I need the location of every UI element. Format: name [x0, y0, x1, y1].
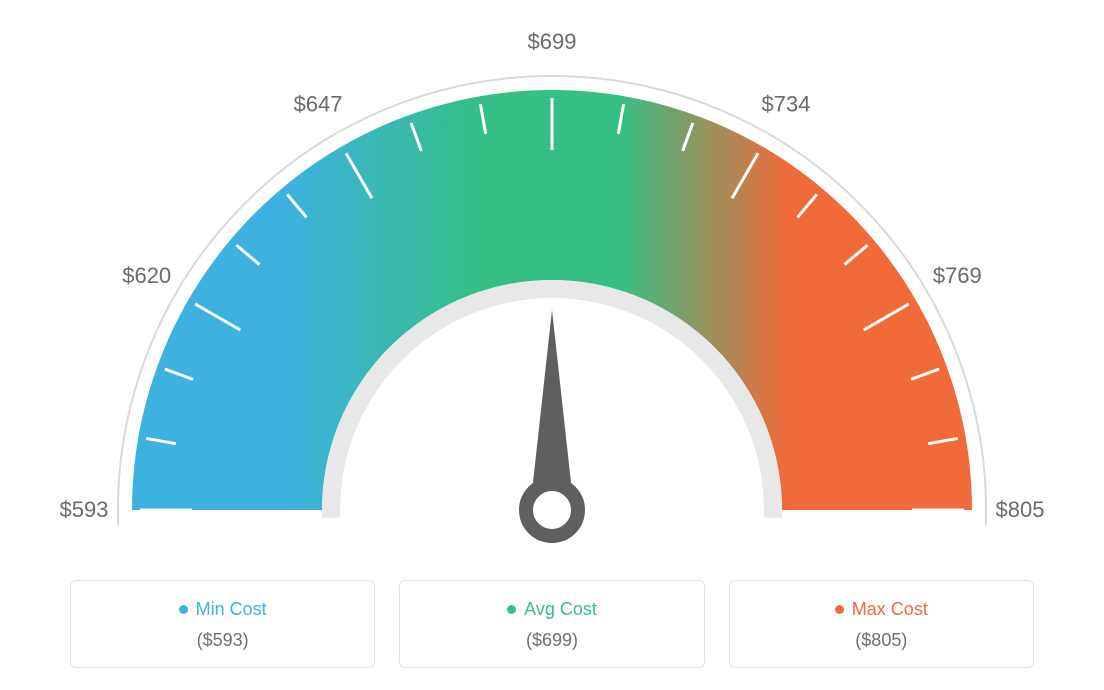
svg-text:$734: $734	[762, 92, 811, 117]
dot-icon	[179, 605, 188, 614]
legend-avg-label: Avg Cost	[524, 599, 597, 620]
legend-max-label: Max Cost	[852, 599, 928, 620]
svg-text:$620: $620	[122, 263, 171, 288]
svg-text:$769: $769	[933, 263, 982, 288]
legend-min-label: Min Cost	[196, 599, 267, 620]
legend-max-card: Max Cost ($805)	[729, 580, 1034, 668]
svg-text:$647: $647	[294, 92, 343, 117]
legend-avg-title: Avg Cost	[507, 599, 597, 620]
legend-min-card: Min Cost ($593)	[70, 580, 375, 668]
legend-avg-value: ($699)	[412, 630, 691, 651]
gauge-chart: $593 $620 $647 $699 $734 $769 $805	[40, 20, 1064, 580]
legend-max-title: Max Cost	[835, 599, 928, 620]
svg-text:$805: $805	[996, 497, 1045, 522]
gauge-svg: $593 $620 $647 $699 $734 $769 $805	[40, 20, 1064, 580]
legend-min-title: Min Cost	[179, 599, 267, 620]
svg-text:$699: $699	[528, 29, 577, 54]
legend-max-value: ($805)	[742, 630, 1021, 651]
legend-avg-card: Avg Cost ($699)	[399, 580, 704, 668]
dot-icon	[835, 605, 844, 614]
legend-min-value: ($593)	[83, 630, 362, 651]
legend-row: Min Cost ($593) Avg Cost ($699) Max Cost…	[40, 580, 1064, 668]
svg-text:$593: $593	[60, 497, 109, 522]
dot-icon	[507, 605, 516, 614]
